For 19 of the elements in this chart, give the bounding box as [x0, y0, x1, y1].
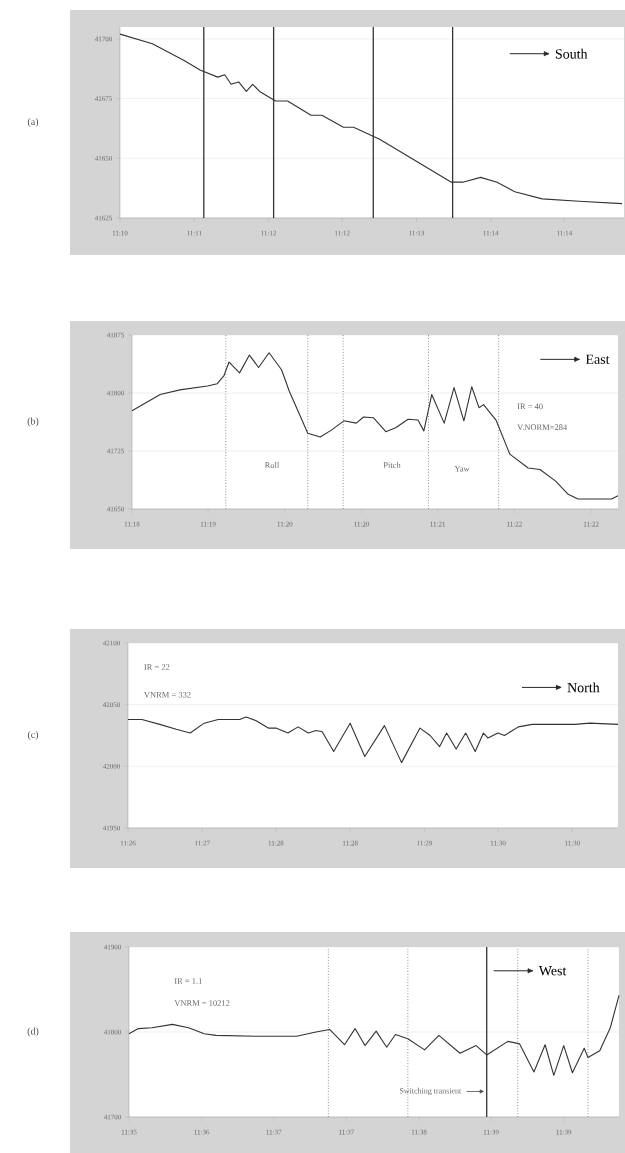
annotation: V.NORM=284	[517, 424, 568, 431]
annotation: VNRM = 10212	[174, 1000, 230, 1006]
annotation: VNRM = 332	[143, 691, 191, 698]
annotation: South	[555, 48, 588, 59]
line-series	[131, 352, 619, 500]
y-axis-title: (d)	[27, 1027, 39, 1037]
line-series	[127, 716, 619, 764]
annotation: IR = 22	[144, 664, 170, 670]
annotation: IR = 1.1	[174, 978, 202, 984]
annotation: IR = 40	[517, 403, 543, 410]
annotation: Roll	[264, 461, 280, 468]
annotation: North	[567, 682, 600, 693]
y-axis-title: (a)	[27, 117, 39, 128]
annotation: East	[585, 354, 610, 364]
y-axis-title: (b)	[27, 417, 39, 427]
annotation: West	[538, 966, 567, 976]
annotation: Yaw	[454, 465, 470, 472]
annotation: Pitch	[383, 461, 401, 468]
y-axis-title: (c)	[27, 730, 39, 741]
